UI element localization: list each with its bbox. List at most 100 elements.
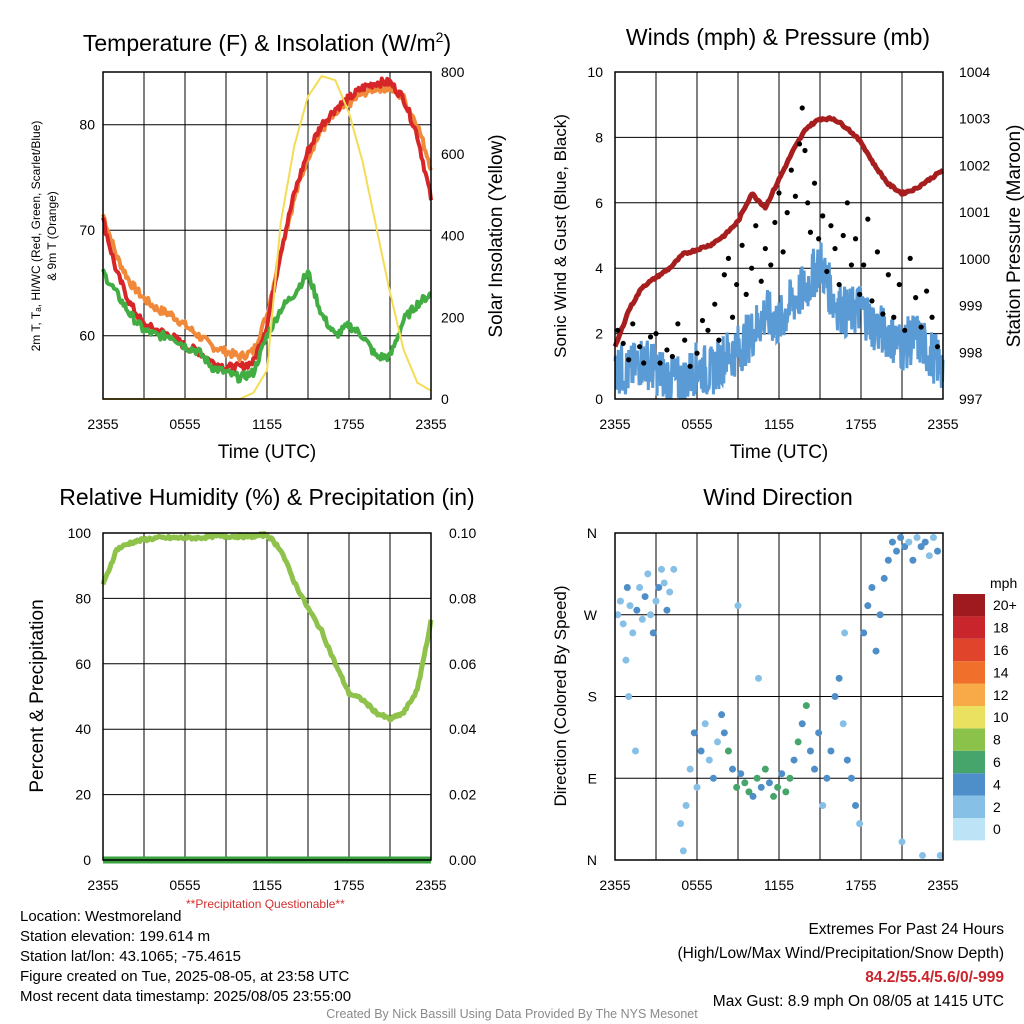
colorbar-label: 14	[993, 664, 1009, 680]
y-tick-label: 80	[75, 590, 91, 606]
gust-point	[637, 344, 643, 350]
gust-point	[687, 363, 693, 369]
y2-tick-label: 0.08	[449, 590, 476, 606]
humidity-panel: Relative Humidity (%) & Precipitation (i…	[27, 484, 476, 893]
extremes-values: 84.2/55.4/5.6/0/-999	[865, 969, 1004, 986]
wind-direction-point	[625, 693, 633, 700]
wind-direction-point	[929, 534, 937, 542]
gust-point	[739, 242, 745, 248]
colorbar-swatch	[953, 594, 985, 617]
temperature-title-sup: 2	[436, 29, 444, 45]
wind-direction-point	[905, 538, 913, 546]
y2-tick-label: 1001	[959, 204, 990, 220]
gust-point	[630, 321, 636, 327]
wind-direction-point	[697, 747, 705, 755]
wind-direction-point	[623, 584, 631, 591]
latlon-text: Station lat/lon: 43.1065; -75.4615	[20, 948, 242, 965]
gust-point	[620, 340, 626, 347]
wind-direction-point	[897, 534, 905, 542]
wind-direction-point	[872, 647, 880, 655]
x-tick-label: 0555	[169, 877, 200, 893]
wind-direction-points	[614, 534, 944, 859]
colorbar-swatch	[953, 750, 985, 774]
recent-text: Most recent data timestamp: 2025/08/05 2…	[20, 988, 352, 1005]
wind-direction-point	[655, 584, 663, 591]
y2-tick-label: 0.02	[449, 787, 476, 803]
temperature-xlabel: Time (UTC)	[218, 442, 317, 463]
y-tick-label: N	[587, 525, 597, 541]
gust-point	[725, 255, 732, 261]
colorbar-label: 16	[993, 642, 1009, 658]
wind-direction-point	[921, 538, 929, 546]
wind-direction-point	[852, 802, 860, 809]
credit-text: Created By Nick Bassill Using Data Provi…	[326, 1007, 698, 1021]
gust-point	[852, 236, 859, 242]
wind-direction-point	[856, 820, 864, 828]
colorbar-swatch	[953, 706, 985, 729]
wind-direction-point	[705, 756, 713, 764]
temperature-ylabel-line1: 2m T, Tₐ, HI/WC (Red, Green, Scarlet/Blu…	[29, 121, 43, 352]
gust-point	[885, 272, 891, 278]
y-tick-label: 4	[595, 260, 603, 276]
gust-point	[729, 314, 736, 320]
wind-direction-point	[677, 820, 685, 828]
wind-direction-point	[701, 720, 709, 728]
winds-panel: Winds (mph) & Pressure (mb) 0 2 4 6 8 10 997 99…	[551, 24, 1024, 463]
extremes-title: Extremes For Past 24 Hours	[808, 921, 1004, 938]
colorbar-label: 6	[993, 754, 1001, 770]
wind-direction-point	[765, 779, 773, 787]
gust-point	[869, 298, 875, 304]
speed-colorbar: 0 2 4 6 8 10 12 14 16 18 20+	[953, 594, 1017, 841]
y2-tick-label: 0.06	[449, 656, 476, 672]
wind-direction-point	[823, 774, 831, 782]
location-text: Location: Westmoreland	[20, 908, 182, 925]
y-tick-label: 100	[68, 525, 92, 541]
wind-direction-point	[934, 547, 942, 555]
gust-point	[647, 334, 654, 340]
wind-direction-point	[835, 674, 843, 682]
temperature-title-end: )	[443, 30, 451, 56]
extremes-subtitle: (High/Low/Max Wind/Precipitation/Snow De…	[677, 945, 1005, 962]
gust-point	[743, 291, 749, 297]
wind-direction-point	[802, 702, 810, 710]
wind-direction-point	[614, 611, 622, 619]
colorbar-label: 4	[993, 776, 1001, 792]
wind-direction-point	[633, 606, 641, 614]
y2-tick-label: 999	[959, 298, 983, 314]
gust-point	[880, 311, 886, 317]
gust-point	[805, 200, 811, 206]
wind-direction-point	[868, 584, 876, 591]
wind-direction-point	[936, 851, 944, 859]
gust-point	[776, 190, 782, 196]
wind-direction-point	[864, 602, 872, 610]
x-tick-label: 2355	[87, 416, 118, 432]
wind-direction-point	[757, 783, 765, 791]
gust-point	[615, 327, 621, 333]
gust-point	[699, 317, 706, 324]
gust-point	[840, 232, 846, 239]
x-tick-label: 2355	[415, 416, 446, 432]
temperature-grid	[103, 72, 431, 399]
gust-point	[796, 141, 803, 147]
x-tick-label: 1155	[252, 877, 282, 893]
wind-direction-point	[755, 674, 762, 682]
wind-direction-point	[745, 788, 753, 796]
humidity-plot-frame	[102, 532, 432, 861]
humidity-title: Relative Humidity (%) & Precipitation (i…	[59, 484, 474, 510]
x-tick-label: 2355	[87, 877, 118, 893]
colorbar-label: 10	[993, 709, 1009, 725]
humidity-ylabel: Percent & Precipitation	[27, 599, 48, 792]
wind-direction-point	[724, 747, 732, 755]
winds-tick-labels: 0 2 4 6 8 10 997 998 999 1000 1001 1002 1003 1004 2355…	[587, 64, 990, 432]
y-tick-label: W	[584, 607, 598, 623]
winds-plot-frame	[614, 71, 944, 400]
gust-point	[675, 321, 681, 327]
gust-point	[891, 314, 897, 320]
wind-direction-point	[893, 547, 901, 555]
x-tick-label: 1755	[845, 877, 876, 893]
gust-point	[657, 360, 663, 366]
wind-direction-point	[733, 783, 741, 791]
y-tick-label: E	[588, 770, 597, 786]
